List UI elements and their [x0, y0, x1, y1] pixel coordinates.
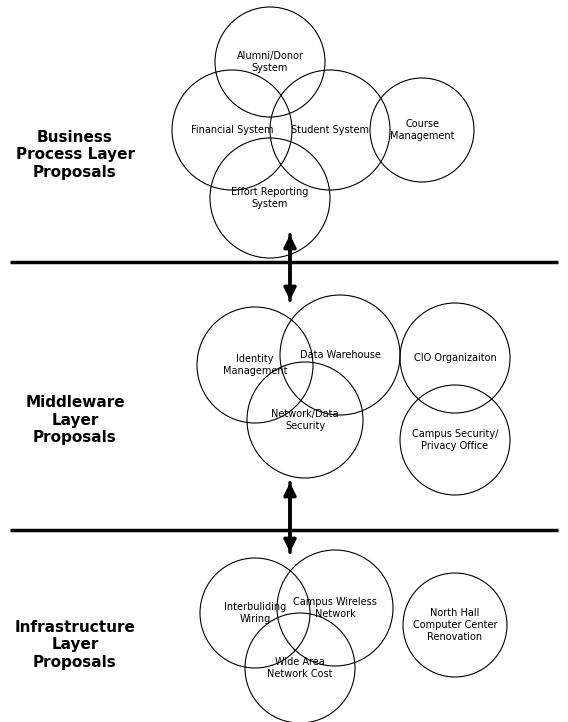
Text: Interbuliding
Wiring: Interbuliding Wiring: [224, 602, 286, 624]
Text: Alumni/Donor
System: Alumni/Donor System: [236, 51, 303, 73]
Text: Identity
Management: Identity Management: [223, 355, 287, 375]
Text: Financial System: Financial System: [191, 125, 273, 135]
Text: Campus Security/
Privacy Office: Campus Security/ Privacy Office: [412, 429, 498, 451]
Text: Course
Management: Course Management: [390, 119, 454, 141]
Text: Network/Data
Security: Network/Data Security: [272, 409, 339, 431]
Text: Campus Wireless
Network: Campus Wireless Network: [293, 597, 377, 619]
Text: Business
Process Layer
Proposals: Business Process Layer Proposals: [15, 130, 135, 180]
Text: Effort Reporting
System: Effort Reporting System: [231, 187, 308, 209]
Text: Data Warehouse: Data Warehouse: [299, 350, 381, 360]
Text: North Hall
Computer Center
Renovation: North Hall Computer Center Renovation: [413, 609, 497, 642]
Text: Infrastructure
Layer
Proposals: Infrastructure Layer Proposals: [15, 620, 135, 670]
Text: Wide Area
Network Cost: Wide Area Network Cost: [268, 657, 333, 679]
Text: Middleware
Layer
Proposals: Middleware Layer Proposals: [25, 395, 125, 445]
Text: Student System: Student System: [291, 125, 369, 135]
Text: CIO Organizaiton: CIO Organizaiton: [414, 353, 496, 363]
